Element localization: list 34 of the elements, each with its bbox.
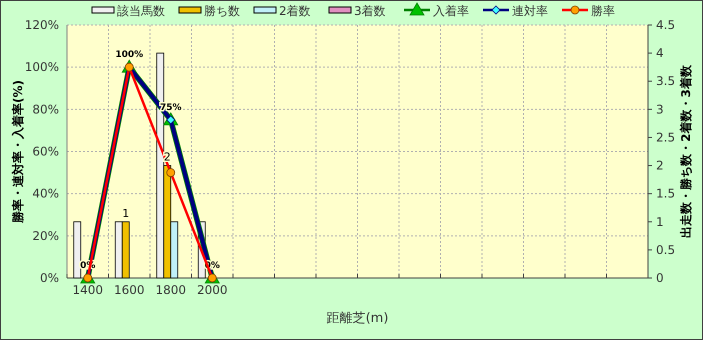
x-tick-label: 2000 (196, 283, 228, 297)
y2-tick-label: 0 (656, 271, 664, 285)
y2-axis-title: 出走数・勝ち数・2着数・3着数 (679, 64, 693, 238)
legend-label: 2着数 (279, 4, 311, 18)
legend-label: 該当馬数 (117, 4, 165, 18)
y-tick-label: 0% (40, 271, 59, 285)
x-axis-title: 距離芝(m) (326, 311, 388, 326)
y2-tick-label: 2.5 (656, 130, 676, 144)
x-tick-label: 1800 (155, 283, 186, 297)
y2-tick-label: 4.5 (656, 18, 676, 32)
y2-tick-label: 3.5 (656, 74, 676, 88)
y-tick-label: 20% (32, 228, 59, 243)
y2-tick-label: 3 (656, 102, 664, 116)
y-tick-label: 40% (32, 186, 59, 201)
bar (73, 221, 82, 278)
y2-tick-label: 1.5 (656, 186, 676, 201)
y2-tick-label: 4 (656, 46, 664, 60)
legend-label: 入着率 (433, 4, 469, 18)
x-tick-label: 1600 (114, 283, 145, 297)
y-tick-label: 60% (32, 144, 59, 158)
legend-label: 連対率 (512, 4, 548, 18)
legend-label: 勝率 (591, 4, 615, 18)
y-tick-label: 100% (24, 60, 59, 74)
legend-label: 勝ち数 (204, 4, 240, 18)
y-axis-title: 勝率・連対率・入着率(%) (11, 80, 25, 224)
x-tick-label: 1400 (72, 283, 104, 297)
y2-tick-label: 2 (656, 158, 664, 173)
legend-label: 3着数 (354, 4, 386, 18)
y2-tick-label: 0.5 (656, 242, 676, 257)
data-label: 100% (115, 50, 144, 60)
data-label: 1 (122, 206, 130, 220)
y-tick-label: 80% (32, 102, 59, 116)
y2-tick-label: 1 (656, 214, 664, 229)
y-tick-label: 120% (24, 18, 59, 32)
